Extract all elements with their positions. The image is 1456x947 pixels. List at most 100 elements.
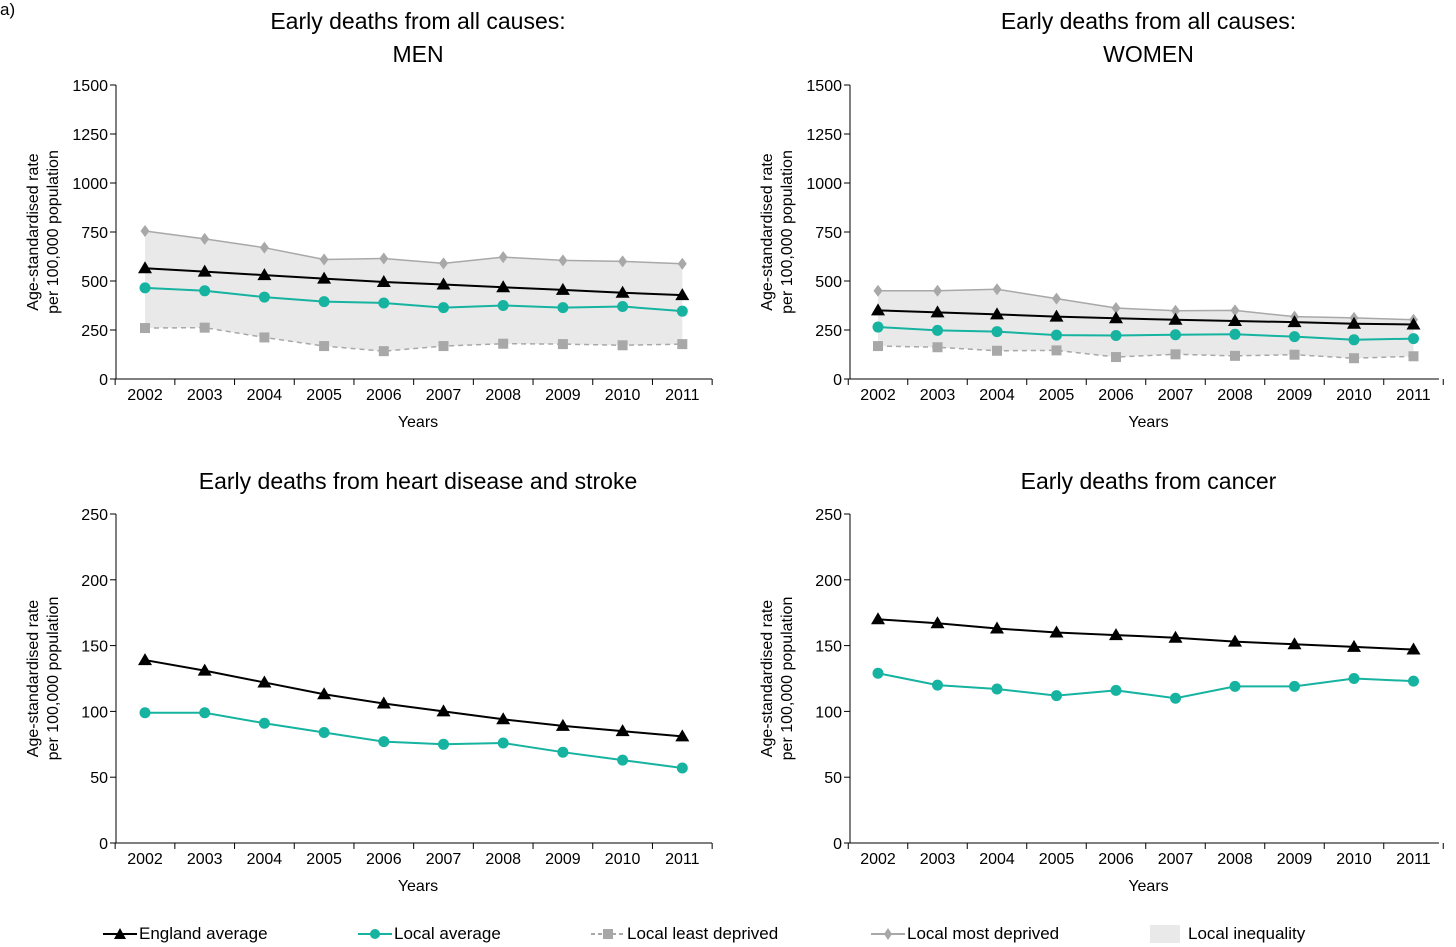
point-local bbox=[139, 707, 151, 719]
point-local bbox=[199, 707, 211, 719]
point-england bbox=[615, 285, 630, 298]
y-tick-label: 200 bbox=[81, 573, 108, 590]
point-england bbox=[376, 696, 391, 709]
point-least bbox=[617, 340, 628, 351]
y-tick-label: 50 bbox=[90, 770, 108, 787]
y-axis-label-line2: per 100,000 population bbox=[779, 150, 796, 314]
legend-label-england: England average bbox=[139, 924, 268, 943]
y-tick-label: 150 bbox=[815, 639, 842, 656]
series-line-england bbox=[877, 618, 1414, 651]
point-most bbox=[1230, 304, 1240, 317]
x-tick-label: 2008 bbox=[1217, 851, 1253, 868]
point-local bbox=[1229, 328, 1241, 340]
x-tick-label: 2003 bbox=[920, 851, 956, 868]
point-england bbox=[1109, 311, 1123, 324]
point-local bbox=[1051, 329, 1062, 341]
point-least bbox=[873, 341, 883, 352]
point-local bbox=[139, 282, 151, 294]
y-tick-label: 0 bbox=[833, 836, 842, 853]
point-least bbox=[992, 345, 1002, 356]
point-least bbox=[438, 341, 449, 352]
y-tick-label: 1000 bbox=[72, 176, 108, 193]
point-most bbox=[439, 257, 448, 270]
point-least bbox=[1111, 352, 1121, 363]
point-england bbox=[436, 277, 451, 290]
point-local bbox=[318, 296, 330, 308]
point-england bbox=[1406, 317, 1421, 330]
point-local bbox=[1408, 675, 1419, 687]
y-tick-label: 250 bbox=[81, 507, 108, 524]
y-axis-label: Age-standardised rate bbox=[25, 600, 42, 758]
point-local bbox=[991, 683, 1003, 695]
x-axis-label: Years bbox=[398, 878, 438, 895]
y-tick-label: 1250 bbox=[72, 127, 108, 144]
chart-title: Early deaths from cancer bbox=[1021, 468, 1277, 494]
point-local bbox=[497, 737, 509, 749]
point-least bbox=[259, 332, 270, 343]
y-tick-label: 0 bbox=[833, 372, 842, 389]
point-england bbox=[197, 264, 212, 277]
chart-heart-disease-stroke: Early deaths from heart disease and stro… bbox=[25, 468, 713, 895]
point-local bbox=[378, 297, 390, 309]
point-england bbox=[615, 724, 630, 737]
legend-most-marker-icon bbox=[871, 928, 905, 940]
chart-all-causes-men: Early deaths from all causes: MEN Age-stan… bbox=[25, 8, 713, 431]
point-england bbox=[138, 261, 152, 274]
point-least bbox=[677, 339, 688, 350]
x-tick-label: 2006 bbox=[366, 387, 402, 404]
legend-label-most: Local most deprived bbox=[907, 924, 1060, 943]
point-local bbox=[676, 305, 688, 317]
x-tick-label: 2003 bbox=[187, 851, 223, 868]
legend-item-least: Local least deprived bbox=[591, 922, 778, 946]
point-most bbox=[558, 254, 568, 267]
point-local bbox=[438, 738, 449, 750]
legend: England average Local average Local leas… bbox=[0, 922, 1456, 946]
x-tick-label: 2002 bbox=[127, 387, 163, 404]
y-tick-label: 200 bbox=[815, 573, 842, 590]
legend-label-band: Local inequality bbox=[1188, 924, 1306, 943]
point-most bbox=[140, 225, 150, 238]
point-england bbox=[436, 704, 451, 717]
point-most bbox=[1171, 304, 1180, 317]
point-england bbox=[197, 663, 212, 676]
y-tick-label: 150 bbox=[81, 639, 108, 656]
chart-all-causes-women: Early deaths from all causes: WOMEN Age-st… bbox=[759, 8, 1444, 431]
y-tick-label: 750 bbox=[81, 225, 108, 242]
point-england bbox=[1287, 315, 1302, 328]
chart-title: Early deaths from all causes: bbox=[1001, 8, 1296, 34]
point-local bbox=[1289, 331, 1300, 343]
point-england bbox=[1347, 639, 1361, 652]
y-tick-label: 750 bbox=[815, 225, 842, 242]
chart-title: Early deaths from heart disease and stro… bbox=[199, 468, 638, 494]
y-tick-label: 1500 bbox=[72, 78, 108, 95]
point-local bbox=[318, 726, 330, 738]
point-local bbox=[991, 326, 1003, 338]
legend-label-least: Local least deprived bbox=[627, 924, 779, 943]
point-least bbox=[498, 338, 509, 349]
x-tick-label: 2002 bbox=[860, 387, 896, 404]
series-line-local bbox=[877, 326, 1414, 341]
point-england bbox=[555, 718, 570, 731]
x-tick-label: 2010 bbox=[1336, 387, 1372, 404]
point-england bbox=[317, 271, 332, 284]
point-most bbox=[618, 255, 628, 268]
x-tick-label: 2003 bbox=[920, 387, 956, 404]
panel-label: a) bbox=[0, 0, 16, 19]
point-england bbox=[1109, 628, 1123, 641]
y-tick-label: 1000 bbox=[806, 176, 842, 193]
series-line-local bbox=[145, 711, 683, 769]
legend-england-marker-icon bbox=[103, 928, 137, 939]
point-england bbox=[1168, 312, 1183, 325]
legend-item-local: Local average bbox=[358, 922, 501, 946]
x-tick-label: 2006 bbox=[1098, 851, 1134, 868]
point-england bbox=[1168, 630, 1183, 643]
y-tick-label: 0 bbox=[99, 836, 108, 853]
x-axis-label: Years bbox=[1128, 414, 1168, 431]
y-axis-label-line2: per 100,000 population bbox=[45, 150, 62, 314]
point-local bbox=[872, 667, 884, 679]
inequality-band bbox=[878, 289, 1414, 359]
point-local bbox=[1348, 673, 1360, 684]
chart-subtitle: WOMEN bbox=[1103, 41, 1194, 67]
x-tick-label: 2004 bbox=[247, 851, 283, 868]
legend-item-band: Local inequality bbox=[1150, 922, 1305, 946]
